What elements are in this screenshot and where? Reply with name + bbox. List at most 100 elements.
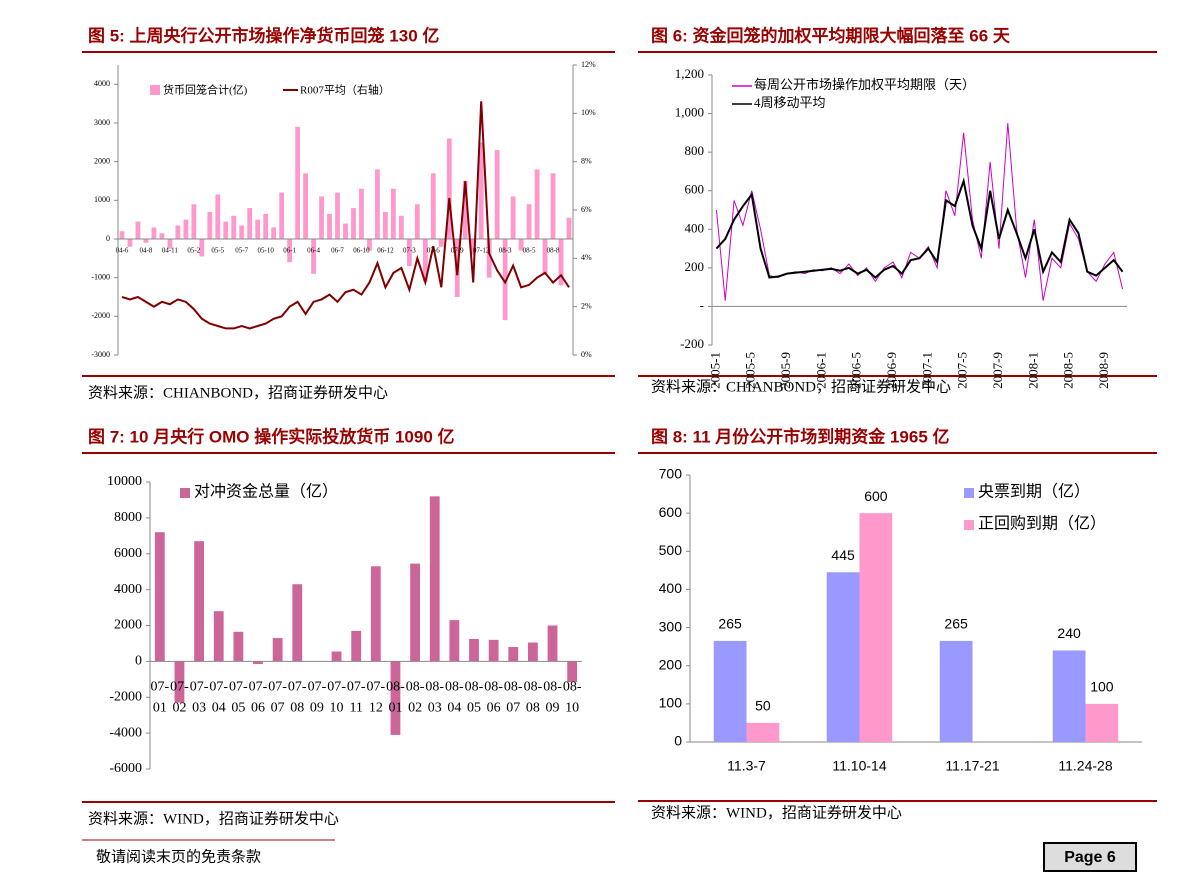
- x-tick-label: 07-04: [209, 680, 228, 716]
- x-tick-label: 08-3: [499, 247, 512, 255]
- y-tick-label: 800: [685, 143, 705, 158]
- legend-swatch: [150, 85, 160, 95]
- bar: [826, 572, 860, 742]
- x-tick-label: 07-02: [170, 680, 189, 716]
- bar: [534, 169, 540, 239]
- bar: [1052, 650, 1086, 742]
- bar: [119, 231, 125, 239]
- x-tick-label: 06-1: [283, 247, 296, 255]
- y-tick-label: 300: [659, 618, 683, 634]
- bar: [391, 188, 396, 239]
- x-tick-label: 07-03: [190, 680, 209, 716]
- bar: [547, 625, 558, 662]
- chart-title: 图 5: 上周央行公开市场操作净货币回笼 130 亿: [88, 25, 439, 45]
- x-tick-label: 05-5: [211, 247, 224, 255]
- bar: [311, 239, 316, 274]
- bar: [429, 496, 440, 662]
- x-tick-label: 08-03: [425, 680, 444, 716]
- x-tick-label: 06-4: [307, 247, 320, 255]
- bar: [199, 239, 205, 257]
- bar: [335, 192, 340, 239]
- x-tick-label: 08-02: [406, 680, 425, 716]
- x-tick-label: 05-7: [235, 247, 248, 255]
- source: 资料来源：WIND，招商证券研发中心: [651, 804, 902, 821]
- line: [715, 177, 1124, 279]
- bar: [263, 213, 269, 239]
- x-tick-label: 08-06: [484, 680, 503, 716]
- legend-label: 正回购到期（亿）: [978, 515, 1106, 533]
- y-tick-label: 0: [674, 733, 682, 749]
- x-tick-label: 07-07: [268, 680, 287, 716]
- x-tick-label: 07-08: [288, 680, 307, 716]
- y-tick-label: 200: [659, 656, 683, 672]
- bar: [174, 661, 185, 703]
- legend-label: 货币回笼合计(亿): [163, 83, 248, 97]
- bar: [390, 661, 401, 735]
- bar: [271, 227, 277, 239]
- bar: [518, 239, 524, 251]
- data-label: 600: [864, 488, 888, 504]
- y-tick-label: 6%: [581, 205, 592, 214]
- y-tick-label: -2000: [109, 689, 142, 704]
- chart-title: 图 8: 11 月份公开市场到期资金 1965 亿: [651, 426, 950, 446]
- page-box: [1043, 842, 1137, 872]
- bar: [746, 722, 780, 742]
- y-tick-label: 10%: [581, 108, 596, 117]
- bar: [255, 219, 261, 239]
- bar: [295, 126, 300, 239]
- data-label: 265: [718, 616, 742, 632]
- x-tick-label: 11.24-28: [1058, 758, 1112, 774]
- chart-title: 图 7: 10 月央行 OMO 操作实际投放货币 1090 亿: [88, 426, 455, 446]
- y-tick-label: 2000: [94, 156, 110, 165]
- y-tick-label: 0: [135, 654, 142, 669]
- bar: [383, 211, 388, 239]
- bar: [859, 513, 893, 742]
- legend-label: 对冲资金总量（亿）: [194, 483, 338, 501]
- y-tick-label: 8000: [114, 510, 142, 525]
- bar: [247, 208, 253, 239]
- bar: [370, 566, 381, 662]
- x-tick-label: 2005-1: [707, 352, 722, 389]
- x-tick-label: 07-11: [347, 680, 366, 716]
- y-tick-label: 4000: [114, 582, 142, 597]
- bar: [279, 192, 285, 239]
- y-tick-label: 1000: [94, 195, 110, 204]
- source: 资料来源：CHIANBOND，招商证券研发中心: [88, 384, 388, 401]
- x-tick-label: 2007-5: [955, 352, 970, 389]
- y-tick-label: 8%: [581, 156, 592, 165]
- x-tick-label: 2007-1: [919, 352, 934, 389]
- bar: [410, 563, 420, 662]
- bar: [528, 642, 538, 662]
- bar: [542, 239, 548, 274]
- y-tick-label: 4000: [94, 79, 110, 88]
- y-tick-label: 500: [659, 542, 683, 558]
- x-tick-label: 04-11: [162, 247, 179, 255]
- bar: [422, 239, 428, 282]
- source: 资料来源：WIND，招商证券研发中心: [88, 810, 339, 827]
- bar: [143, 239, 149, 243]
- x-tick-label: 07-05: [229, 680, 248, 716]
- y-tick-label: 12%: [581, 60, 596, 69]
- bar: [287, 239, 293, 263]
- y-tick-label: -3000: [91, 350, 110, 359]
- bar: [231, 215, 237, 239]
- bar: [194, 541, 204, 662]
- bar: [359, 188, 364, 239]
- x-tick-label: 07-12: [366, 680, 385, 716]
- x-tick-label: 07-10: [327, 680, 346, 716]
- y-tick-label: 10000: [107, 474, 142, 489]
- x-tick-label: 06-12: [377, 247, 394, 255]
- bar: [1085, 703, 1119, 742]
- x-tick-label: 08-8: [547, 247, 560, 255]
- rules: [82, 51, 1157, 803]
- bar: [478, 142, 484, 239]
- legend-label: 每周公开市场操作加权平均期限（天）: [754, 77, 975, 92]
- y-tick-label: 2%: [581, 301, 592, 310]
- bar: [239, 225, 245, 239]
- data-label: 445: [831, 547, 855, 563]
- bar: [502, 239, 508, 321]
- x-tick-label: 08-5: [523, 247, 536, 255]
- bar: [292, 584, 303, 662]
- bar: [191, 204, 197, 239]
- source: 资料来源：CHIANBOND，招商证券研发中心: [651, 378, 951, 395]
